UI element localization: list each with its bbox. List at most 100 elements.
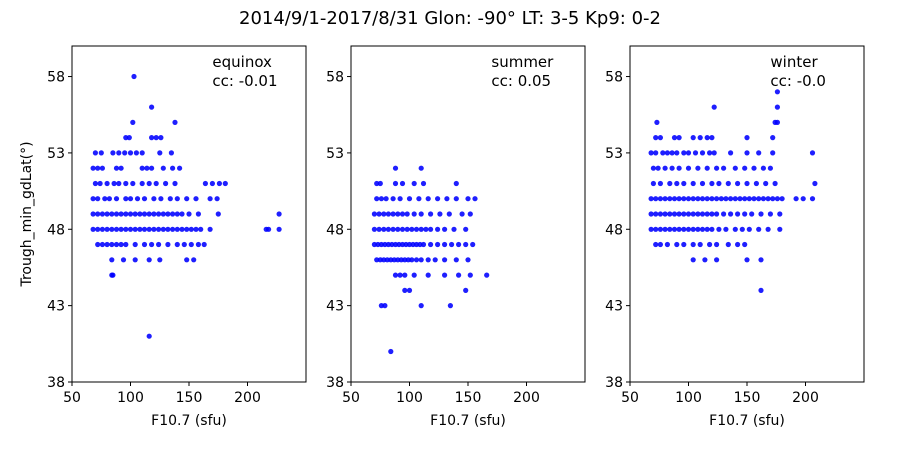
scatter-point [376, 226, 382, 232]
scatter-point [667, 211, 673, 217]
scatter-point [420, 180, 427, 187]
scatter-point [113, 211, 120, 217]
y-tick-label: 53 [47, 146, 65, 162]
scatter-point [137, 226, 143, 232]
y-tick-label: 43 [605, 299, 623, 315]
correlation-label: cc: -0.01 [212, 72, 277, 90]
scatter-point [714, 196, 720, 202]
scatter-point [137, 211, 143, 217]
scatter-point [453, 180, 459, 187]
scatter-point [90, 211, 96, 217]
scatter-point [156, 226, 162, 232]
scatter-point [447, 303, 453, 309]
scatter-point [416, 196, 422, 202]
season-label: summer [491, 53, 554, 71]
scatter-point [165, 241, 171, 248]
scatter-point [146, 333, 152, 339]
scatter-point [397, 196, 403, 202]
scatter-point [133, 150, 139, 156]
scatter-point [420, 241, 427, 248]
scatter-point [130, 180, 136, 187]
scatter-point [389, 241, 395, 248]
scatter-point [732, 196, 738, 202]
scatter-point [116, 180, 122, 187]
scatter-point [690, 241, 696, 248]
scatter-point [657, 135, 664, 141]
scatter-point [160, 226, 166, 232]
scatter-point [453, 257, 459, 263]
scatter-point [760, 196, 767, 202]
scatter-point [104, 180, 110, 187]
scatter-point [181, 241, 187, 248]
scatter-point [174, 226, 180, 232]
scatter-point [704, 165, 710, 171]
scatter-point [193, 196, 199, 202]
scatter-point [406, 287, 413, 293]
scatter-point [413, 257, 420, 263]
scatter-point [381, 226, 387, 232]
scatter-point [214, 196, 220, 202]
scatter-point [113, 226, 120, 232]
scatter-point [676, 196, 682, 202]
scatter-point [650, 180, 657, 187]
y-tick-label: 53 [605, 146, 623, 162]
scatter-point [756, 226, 762, 232]
scatter-point [371, 211, 377, 217]
correlation-label: cc: -0.0 [770, 72, 826, 90]
scatter-point [728, 211, 734, 217]
scatter-point [428, 226, 434, 232]
scatter-point [411, 211, 417, 217]
scatter-point [399, 211, 406, 217]
scatter-point [707, 241, 713, 248]
scatter-point [174, 196, 180, 202]
y-tick-label: 48 [47, 222, 65, 238]
scatter-point [371, 226, 377, 232]
scatter-point [382, 303, 388, 309]
scatter-point [179, 211, 185, 217]
scatter-point [376, 211, 382, 217]
scatter-point [276, 211, 282, 217]
scatter-point [671, 196, 678, 202]
scatter-point [378, 196, 384, 202]
scatter-point [653, 211, 659, 217]
scatter-point [709, 135, 715, 141]
scatter-point [104, 211, 110, 217]
scatter-point [654, 119, 660, 125]
scatter-point [172, 180, 178, 187]
x-axis-label: F10.7 (sfu) [151, 413, 227, 429]
scatter-point [404, 211, 410, 217]
scatter-point [695, 226, 701, 232]
scatter-point [704, 211, 710, 217]
scatter-point [99, 241, 105, 248]
scatter-point [809, 196, 816, 202]
scatter-point [149, 135, 155, 141]
scatter-point [92, 150, 98, 156]
scatter-point [657, 241, 664, 248]
y-tick-label: 48 [605, 222, 623, 238]
scatter-point [184, 226, 190, 232]
y-tick-label: 38 [326, 375, 344, 391]
scatter-point [158, 135, 164, 141]
scatter-point [746, 226, 752, 232]
x-tick-label: 50 [342, 390, 360, 406]
scatter-point [188, 226, 194, 232]
scatter-point [160, 211, 166, 217]
scatter-point [716, 180, 722, 187]
scatter-point [432, 257, 438, 263]
scatter-point [165, 226, 171, 232]
scatter-point [456, 241, 462, 248]
scatter-point [90, 165, 96, 171]
scatter-point [385, 211, 391, 217]
scatter-point [662, 226, 668, 232]
scatter-point [167, 196, 173, 202]
scatter-point [699, 180, 706, 187]
scatter-point [425, 272, 431, 278]
scatter-point [118, 226, 124, 232]
scatter-point [195, 241, 201, 248]
scatter-point [735, 211, 741, 217]
scatter-point [179, 226, 185, 232]
scatter-point [442, 226, 448, 232]
scatter-point [742, 165, 748, 171]
scatter-point [653, 196, 659, 202]
scatter-point [428, 241, 434, 248]
